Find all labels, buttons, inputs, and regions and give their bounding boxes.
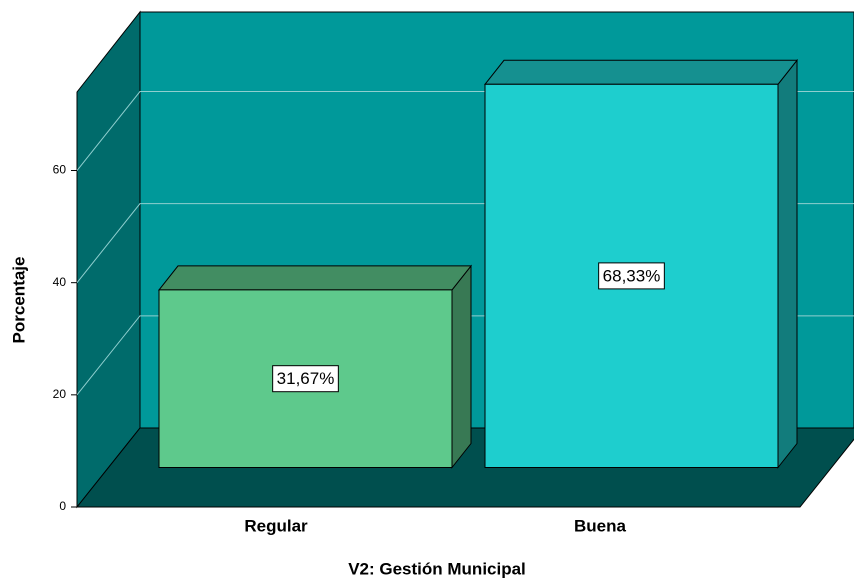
value-label-box bbox=[272, 365, 339, 393]
value-label: 68,33% bbox=[603, 266, 661, 285]
bar-side bbox=[451, 264, 472, 469]
x-tick-label: Regular bbox=[244, 516, 308, 535]
bar-side bbox=[777, 58, 798, 469]
bar-top bbox=[483, 59, 799, 85]
x-axis-title: V2: Gestión Municipal bbox=[348, 559, 526, 578]
y-tick-label: 60 bbox=[53, 163, 67, 177]
left-wall bbox=[76, 10, 141, 509]
y-axis-title: Porcentaje bbox=[9, 257, 28, 344]
y-tick-label: 0 bbox=[59, 499, 66, 513]
x-tick-label: Buena bbox=[574, 516, 627, 535]
y-tick-label: 40 bbox=[53, 275, 67, 289]
y-tick-label: 20 bbox=[53, 387, 67, 401]
value-label: 31,67% bbox=[277, 369, 335, 388]
value-label-box bbox=[598, 262, 665, 290]
bar-top bbox=[157, 265, 473, 291]
